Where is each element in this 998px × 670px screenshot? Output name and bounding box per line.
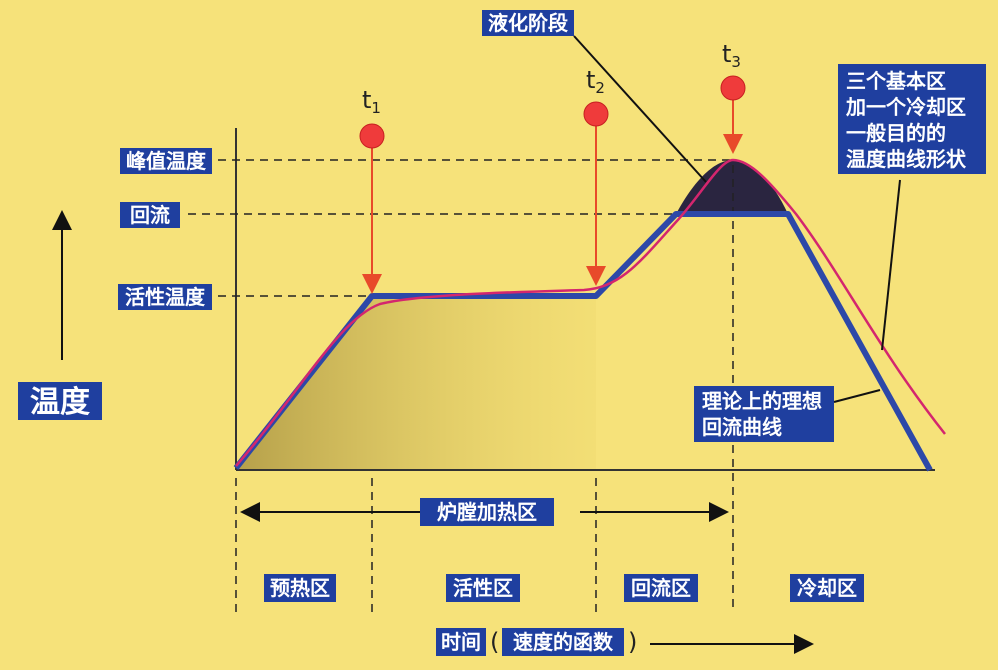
actual-profile-curve: [235, 158, 946, 467]
t1-label: t1: [362, 86, 381, 117]
zone-active-bg: [446, 574, 520, 602]
preheat-shade: [236, 296, 596, 470]
three-zones-note-line-2: 加一个冷却区: [845, 95, 966, 119]
liquid-phase-label: 液化阶段: [488, 11, 568, 35]
zone-preheat-bg: [264, 574, 336, 602]
ideal-note-line-1: 理论上的理想: [702, 389, 822, 413]
t1-marker-dot: [359, 123, 385, 149]
y-axis-label-bg: [18, 382, 102, 420]
phase-label-bg: [482, 10, 574, 36]
peak-label-bg: [120, 148, 212, 174]
three-zones-leader-line: [881, 179, 901, 351]
active-label-bg: [118, 284, 212, 310]
t2-label: t2: [586, 66, 605, 97]
x-axis-paren-close: ): [628, 628, 637, 656]
x-axis-label-func: 速度的函数: [513, 630, 614, 654]
three-zones-note-line-3: 一般目的的: [846, 121, 946, 145]
zone-active-label: 活性区: [453, 576, 513, 600]
x-axis-label-bg-1: [436, 628, 486, 656]
reflow-label-bg: [120, 202, 180, 228]
zone-cooling-label: 冷却区: [797, 576, 857, 600]
t2-marker-dot: [583, 101, 609, 127]
x-axis-paren-open: (: [490, 628, 499, 656]
zone-cooling-bg: [790, 574, 864, 602]
t3-label: t3: [722, 40, 741, 71]
furnace-label-bg: [420, 498, 554, 526]
zone-reflow-label: 回流区: [631, 576, 691, 600]
x-axis-label-bg-2: [502, 628, 624, 656]
three-zones-note-line-4: 温度曲线形状: [846, 147, 967, 171]
ideal-leader-line: [833, 389, 881, 403]
three-zones-note-line-1: 三个基本区: [846, 69, 946, 93]
phase-leader-line: [573, 35, 707, 183]
ideal-note-bg: [694, 386, 834, 442]
x-axis-label-time: 时间: [441, 630, 481, 654]
active-temp-label: 活性温度: [125, 285, 206, 309]
y-axis-label: 温度: [30, 385, 90, 420]
reflow-label: 回流: [130, 203, 170, 227]
ideal-note-line-2: 回流曲线: [702, 415, 782, 439]
t3-marker-dot: [720, 75, 746, 101]
three-zones-note-bg: [838, 64, 986, 174]
furnace-zone-label: 炉膛加热区: [437, 500, 537, 524]
zone-reflow-bg: [624, 574, 698, 602]
peak-temp-label: 峰值温度: [126, 149, 207, 173]
zone-preheat-label: 预热区: [270, 576, 330, 600]
